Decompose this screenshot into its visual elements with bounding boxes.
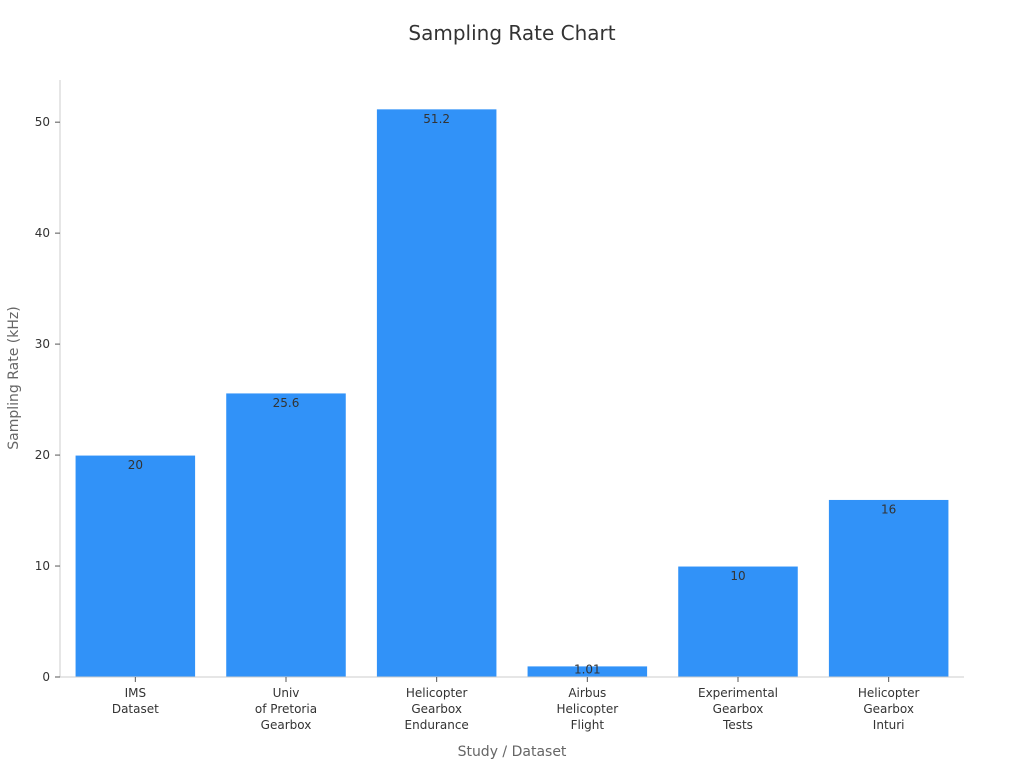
y-tick-label: 40 (35, 226, 50, 240)
y-tick-label: 10 (35, 559, 50, 573)
y-tick-label: 50 (35, 115, 50, 129)
y-tick-label: 0 (42, 670, 50, 684)
data-label: 1.01 (574, 662, 601, 676)
x-tick-label: Airbus Helicopter Flight (557, 686, 619, 732)
bars-group (74, 108, 950, 678)
bar (827, 498, 950, 678)
chart-title: Sampling Rate Chart (408, 21, 615, 45)
y-axis-title: Sampling Rate (kHz) (6, 306, 22, 449)
x-tick-label: Experimental Gearbox Tests (698, 686, 778, 732)
data-label: 10 (730, 569, 745, 583)
bar (677, 565, 799, 678)
x-axis-ticks: IMS Dataset Univ of Pretoria Gearbox Helicopt… (112, 677, 920, 732)
y-tick-label: 30 (35, 337, 50, 351)
data-label: 51.2 (423, 112, 450, 126)
bar (225, 392, 347, 678)
x-tick-label: IMS Dataset (112, 686, 159, 716)
x-tick-label: Helicopter Gearbox Endurance (405, 686, 469, 732)
x-tick-label: Univ of Pretoria Gearbox (255, 686, 317, 732)
x-tick-label: Helicopter Gearbox Inturi (858, 686, 920, 732)
data-label: 16 (881, 502, 896, 516)
data-label: 20 (128, 458, 143, 472)
bar (74, 454, 197, 678)
bar (375, 108, 498, 678)
y-tick-label: 20 (35, 448, 50, 462)
data-labels-group: 20 25.6 51.2 1.01 10 16 (128, 112, 897, 677)
y-axis-ticks: 0 10 20 30 40 50 (35, 115, 60, 684)
data-label: 25.6 (273, 396, 300, 410)
x-axis-title: Study / Dataset (458, 744, 567, 760)
